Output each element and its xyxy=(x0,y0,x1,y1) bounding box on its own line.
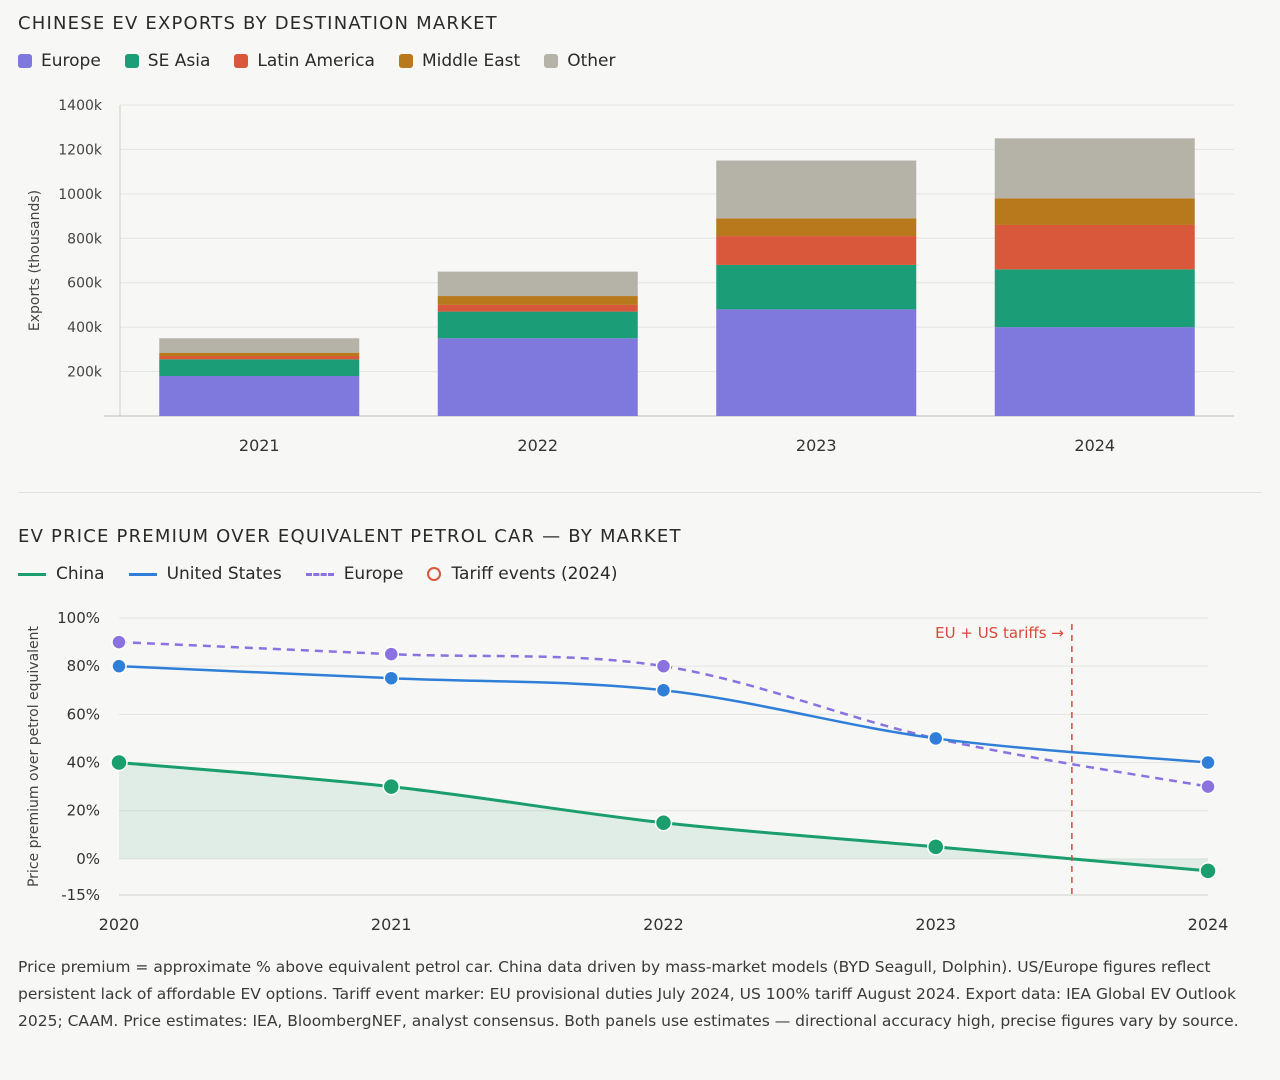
bar-other-2024 xyxy=(994,138,1195,199)
bar-latin-america-2022 xyxy=(437,304,638,312)
legend-label-other: Other xyxy=(567,51,616,71)
point-united-states-2020 xyxy=(111,658,127,674)
legend-label-middle-east: Middle East xyxy=(421,51,521,71)
x-tick-label: 2021 xyxy=(239,436,280,455)
x-tick-label: 2024 xyxy=(1074,436,1115,455)
legend-label-se-asia: SE Asia xyxy=(147,51,211,71)
point-united-states-2024 xyxy=(1200,754,1216,771)
x-tick-label: 2022 xyxy=(643,915,684,934)
y-tick-label: -15% xyxy=(61,886,100,904)
y-tick-label: 40% xyxy=(67,754,100,772)
legend-line-europe xyxy=(305,572,334,576)
legend-item-middle-east: Middle East xyxy=(398,51,521,71)
bar-other-2023 xyxy=(716,160,917,219)
bar-se-asia-2021 xyxy=(159,359,360,377)
bar-latin-america-2021 xyxy=(159,356,360,360)
bar-middle-east-2023 xyxy=(716,218,917,237)
bar-middle-east-2021 xyxy=(159,352,360,357)
legend-label-china: China xyxy=(56,564,105,584)
legend-item-china: China xyxy=(18,564,105,584)
legend-item-tariff-events: Tariff events (2024) xyxy=(427,564,618,584)
point-united-states-2022 xyxy=(655,682,672,699)
point-china-2024 xyxy=(1199,862,1217,880)
x-tick-label: 2024 xyxy=(1188,915,1229,934)
tariff-ring-icon xyxy=(427,567,442,581)
bar-latin-america-2024 xyxy=(994,224,1195,270)
point-china-2022 xyxy=(654,813,673,832)
bar-europe-2022 xyxy=(437,338,638,416)
point-china-2020 xyxy=(110,753,128,772)
legend-label-europe-line: Europe xyxy=(343,564,404,584)
bar-other-2021 xyxy=(159,338,360,353)
y-tick-label: 1000k xyxy=(58,187,103,203)
y-axis-label: Exports (thousands) xyxy=(27,190,43,331)
x-tick-label: 2022 xyxy=(517,436,558,455)
legend-label-tariff-events: Tariff events (2024) xyxy=(451,564,618,584)
y-tick-label: 400k xyxy=(67,320,103,336)
footnote: Price premium = approximate % above equi… xyxy=(18,958,1239,1030)
legend-label-latin-america: Latin America xyxy=(257,51,375,71)
point-china-2023 xyxy=(927,838,945,856)
y-tick-label: 1400k xyxy=(58,98,103,114)
y-tick-label: 600k xyxy=(67,276,103,292)
point-europe-2020 xyxy=(111,634,127,650)
legend-swatch-se-asia xyxy=(124,54,139,68)
x-tick-label: 2023 xyxy=(915,915,956,934)
point-europe-2024 xyxy=(1200,778,1216,795)
x-tick-label: 2023 xyxy=(796,436,837,455)
legend-swatch-latin-america xyxy=(234,54,249,68)
point-united-states-2023 xyxy=(928,730,944,747)
bar-europe-2024 xyxy=(994,327,1195,416)
legend-label-europe: Europe xyxy=(41,51,101,71)
panel-divider xyxy=(18,492,1262,493)
bar-se-asia-2024 xyxy=(994,269,1195,328)
bottom-chart-legend: China United States Europe Tariff events… xyxy=(18,564,642,584)
legend-item-europe-line: Europe xyxy=(305,564,404,584)
legend-label-united-states: United States xyxy=(166,564,282,584)
legend-item-latin-america: Latin America xyxy=(234,51,375,71)
y-tick-label: 80% xyxy=(67,657,100,675)
point-europe-2022 xyxy=(655,658,672,674)
legend-swatch-europe xyxy=(18,54,32,68)
legend-line-china xyxy=(18,572,46,576)
bar-middle-east-2024 xyxy=(994,198,1195,225)
bar-latin-america-2023 xyxy=(716,236,917,265)
y-tick-label: 800k xyxy=(67,231,103,247)
point-united-states-2021 xyxy=(383,670,399,686)
point-europe-2021 xyxy=(383,646,399,662)
y-tick-label: 0% xyxy=(76,850,100,868)
legend-item-united-states: United States xyxy=(128,564,282,584)
x-tick-label: 2020 xyxy=(99,915,140,934)
y-axis-label: Price premium over petrol equivalent xyxy=(26,625,42,887)
legend-line-united-states xyxy=(128,572,157,576)
exports-bar-chart: 200k 400k 600k 800k 1000k 1200k 1400k 2021 2022 2… xyxy=(27,98,1234,455)
tariff-annotation-label: EU + US tariffs → xyxy=(935,624,1064,642)
y-tick-label: 200k xyxy=(67,365,103,381)
bar-other-2022 xyxy=(437,271,638,297)
price-premium-line-chart: -15% 0% 20% 40% 60% 80% 100% 2020 2021 2022 2023 20… xyxy=(26,609,1229,934)
bar-middle-east-2022 xyxy=(437,296,638,305)
legend-item-europe: Europe xyxy=(18,51,101,71)
legend-item-se-asia: SE Asia xyxy=(124,51,211,71)
y-tick-label: 20% xyxy=(67,802,100,820)
top-chart-legend: Europe SE Asia Latin America Middle East… xyxy=(18,51,640,71)
bar-europe-2021 xyxy=(159,376,360,416)
top-chart-title: CHINESE EV EXPORTS BY DESTINATION MARKET xyxy=(18,13,498,34)
y-tick-label: 1200k xyxy=(58,142,103,158)
bar-se-asia-2022 xyxy=(437,311,638,339)
y-tick-label: 60% xyxy=(67,705,100,723)
legend-swatch-other xyxy=(544,54,559,68)
legend-item-other: Other xyxy=(544,51,616,71)
y-tick-label: 100% xyxy=(57,609,100,627)
point-china-2021 xyxy=(382,777,400,796)
bar-europe-2023 xyxy=(716,309,917,416)
bottom-chart-title: EV PRICE PREMIUM OVER EQUIVALENT PETROL … xyxy=(18,526,682,547)
legend-swatch-middle-east xyxy=(398,54,413,68)
x-tick-label: 2021 xyxy=(371,915,412,934)
bar-se-asia-2023 xyxy=(716,264,917,310)
